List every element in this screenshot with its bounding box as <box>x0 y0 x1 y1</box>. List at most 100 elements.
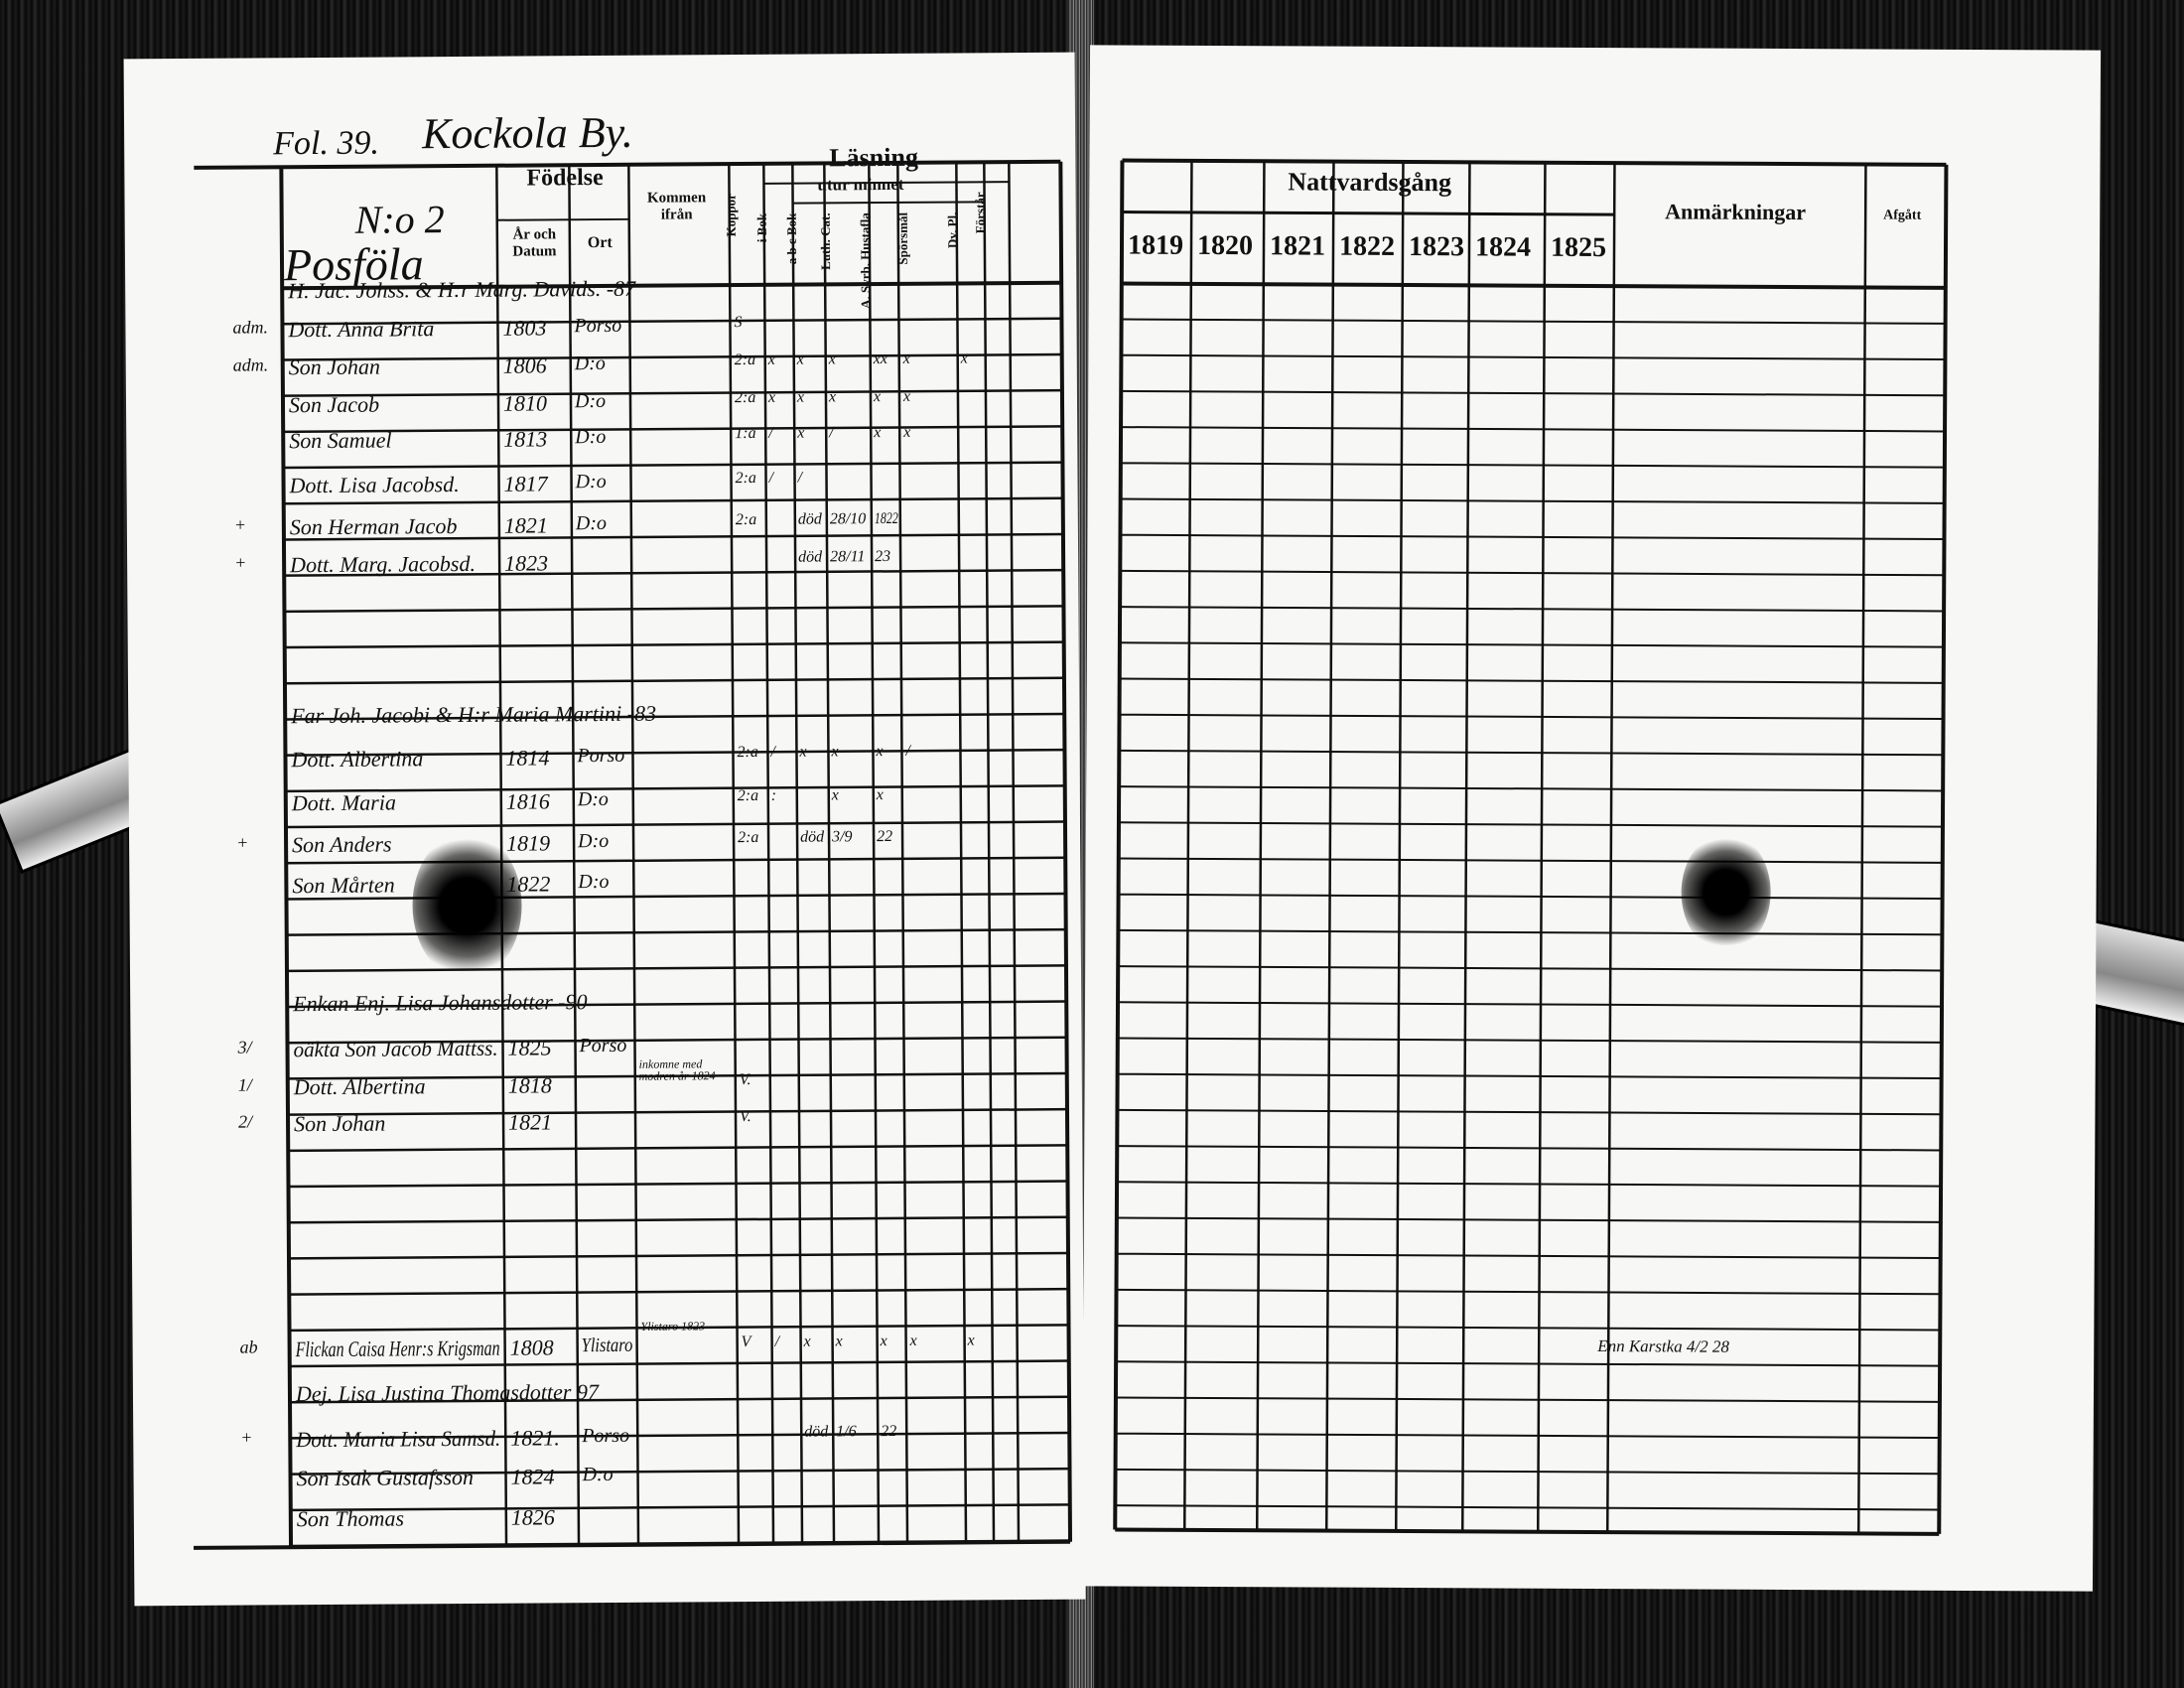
header-a-syrb-hustafla: A. Syrb. Hustafla <box>857 212 874 310</box>
person-name: H. Jac. Johss. & H:r Marg. Davids. -87 <box>288 275 636 304</box>
margin-note: + <box>233 514 247 535</box>
margin-note: ab <box>239 1336 258 1357</box>
grid-line <box>194 1539 1071 1550</box>
person-name: Son Jacob <box>288 391 380 418</box>
birth-place: Ylistaro <box>581 1334 633 1357</box>
margin-note: 2/ <box>237 1111 253 1132</box>
grid-line <box>282 388 1062 397</box>
reading-mark: 1822 <box>874 509 898 528</box>
reading-mark: / <box>905 742 910 760</box>
person-name: Dott. Marg. Jacobsd. <box>290 550 476 578</box>
grid-line <box>282 352 1062 361</box>
grid-line <box>1115 1527 1940 1536</box>
reading-mark: x <box>767 388 776 406</box>
grid-line <box>1536 162 1547 1532</box>
birth-date: 1826 <box>510 1504 555 1530</box>
margin-note: 1/ <box>237 1074 252 1095</box>
grid-line <box>1122 211 1615 216</box>
header-fodelse: Födelse <box>526 164 604 192</box>
grid-line <box>1118 893 1943 901</box>
header-abc-bok: a b c Bok <box>783 212 800 265</box>
reading-mark: x <box>902 350 910 367</box>
person-name: Dott. Maria <box>291 789 397 816</box>
reading-mark: x <box>796 388 805 406</box>
reading-mark: x <box>902 387 911 405</box>
birth-date: 1821 <box>507 1109 553 1135</box>
year-header-1823: 1823 <box>1408 231 1465 263</box>
grid-line <box>286 856 1066 865</box>
grid-line <box>1121 426 1946 433</box>
grid-line <box>194 159 1061 170</box>
reading-mark: x <box>873 388 882 406</box>
grid-line <box>1118 928 1943 936</box>
reading-mark: x <box>797 424 805 442</box>
person-name: Dott. Albertina <box>291 746 424 773</box>
reading-mark: : <box>770 786 777 804</box>
reading-mark: x <box>960 350 968 367</box>
header-lasning: Läsning <box>829 142 918 173</box>
reading-mark: x <box>835 1333 843 1350</box>
reading-mark: / <box>774 1333 780 1350</box>
reading-mark: x <box>796 351 804 368</box>
grid-line <box>284 568 1064 577</box>
reading-mark: 2:a <box>735 469 756 488</box>
birth-date: 1816 <box>505 788 550 814</box>
birth-place: Porso <box>579 1034 627 1057</box>
grid-line <box>283 425 1063 434</box>
header-luth-cat: Luth. Cat. <box>817 212 834 270</box>
birth-place: Porso <box>577 744 625 768</box>
person-name: Enkan Enj. Lisa Johansdotter -90 <box>293 989 588 1017</box>
birth-date: 1814 <box>505 745 550 771</box>
grid-line <box>285 820 1065 829</box>
grid-line <box>1008 162 1021 1543</box>
grid-line <box>1605 163 1616 1533</box>
grid-line <box>288 1215 1068 1224</box>
reading-mark: 2:a <box>734 351 756 369</box>
grid-line <box>983 162 996 1543</box>
person-name: oäkta Son Jacob Mattss. <box>293 1035 498 1062</box>
grid-line <box>1118 821 1943 828</box>
grid-line <box>1117 1108 1942 1116</box>
right-table-grid <box>1113 158 1949 1536</box>
reading-mark: 2:a <box>735 510 757 529</box>
house-number: N:o 2 <box>354 197 445 242</box>
right-page: Nattvardsgång 1819 1820 1821 1822 1823 1824 18… <box>1081 45 2102 1592</box>
birth-date: 1824 <box>510 1464 555 1489</box>
reading-mark: x <box>799 743 807 761</box>
grid-line <box>1058 161 1073 1542</box>
grid-line <box>792 201 985 205</box>
birth-place: Porso <box>574 314 622 338</box>
grid-line <box>290 1395 1070 1404</box>
birth-place: D:o <box>578 829 610 853</box>
birth-place: D:o <box>577 787 609 811</box>
grid-line <box>728 164 741 1545</box>
reading-mark: x <box>967 1332 975 1349</box>
reading-mark: V. <box>739 1070 751 1089</box>
reading-mark: x <box>903 423 911 441</box>
person-name: Dott. Lisa Jacobsd. <box>289 472 460 498</box>
grid-line <box>823 163 836 1544</box>
grid-line <box>1120 569 1945 577</box>
grid-line <box>289 1359 1069 1368</box>
grid-line <box>1116 1216 1941 1223</box>
margin-note: + <box>240 1427 253 1448</box>
reading-mark: x <box>828 351 836 368</box>
birth-date: 1821 <box>503 512 548 538</box>
grid-line <box>1120 462 1945 469</box>
grid-line <box>1115 1468 1940 1476</box>
grid-line <box>1118 1001 1943 1008</box>
reading-mark: 1:a <box>735 424 756 443</box>
header-koppor: Koppor <box>723 194 739 237</box>
village-name: Kockola By. <box>421 107 633 159</box>
header-anmarkningar: Anmärkningar <box>1665 199 1807 225</box>
header-utur-minnet: utur minnet <box>817 174 904 195</box>
birth-place: D:o <box>574 352 606 375</box>
birth-date: 1808 <box>509 1335 554 1360</box>
year-header-1820: 1820 <box>1196 229 1254 262</box>
grid-line <box>1120 533 1945 541</box>
birth-place: D:o <box>575 425 607 449</box>
grid-line <box>289 1251 1069 1260</box>
birth-place: Porso <box>582 1424 630 1448</box>
grid-line <box>279 167 294 1548</box>
person-name: Dott. Albertina <box>293 1073 426 1100</box>
